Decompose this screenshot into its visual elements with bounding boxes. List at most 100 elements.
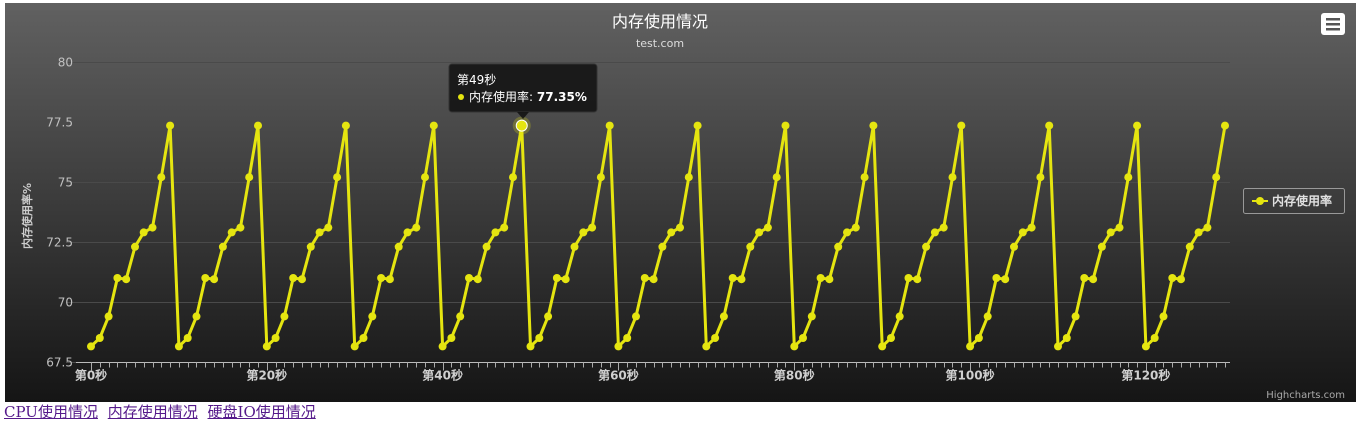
data-point [632, 312, 640, 320]
data-point [351, 342, 359, 350]
data-point [430, 122, 438, 130]
x-tick-label: 第0秒 [75, 368, 107, 383]
data-point [140, 228, 148, 236]
hover-marker [513, 117, 531, 135]
data-point [395, 243, 403, 251]
x-tick-label: 第20秒 [246, 368, 287, 383]
tooltip-box [449, 64, 597, 112]
data-point [245, 173, 253, 181]
data-point [667, 228, 675, 236]
data-point [228, 228, 236, 236]
data-point [711, 334, 719, 342]
data-point [1177, 275, 1185, 283]
data-point [105, 312, 113, 320]
data-point [483, 243, 491, 251]
data-point [1019, 228, 1027, 236]
data-point [412, 224, 420, 232]
link-cpu-usage[interactable]: CPU使用情况 [4, 403, 98, 421]
data-point [702, 342, 710, 350]
data-point [175, 342, 183, 350]
x-tick-label: 第120秒 [1121, 368, 1170, 383]
data-point [966, 342, 974, 350]
data-point [1212, 173, 1220, 181]
data-point [588, 224, 596, 232]
data-point [1186, 243, 1194, 251]
data-point [861, 173, 869, 181]
tooltip-title: 第49秒 [457, 73, 496, 87]
data-point [1045, 122, 1053, 130]
data-point [377, 274, 385, 282]
data-point [509, 173, 517, 181]
data-point [324, 224, 332, 232]
data-point [685, 173, 693, 181]
data-point [1080, 274, 1088, 282]
chart-title: 内存使用情况 [612, 12, 708, 31]
data-point [755, 228, 763, 236]
y-tick-label: 70 [58, 296, 73, 310]
data-point [1001, 275, 1009, 283]
data-point [614, 342, 622, 350]
y-tick-label: 67.5 [46, 356, 73, 370]
data-point [1160, 312, 1168, 320]
svg-text:内存使用率: 77.35%: 内存使用率: 77.35% [469, 89, 587, 104]
data-point [623, 334, 631, 342]
data-point [272, 334, 280, 342]
data-point [922, 243, 930, 251]
data-point [1107, 228, 1115, 236]
y-axis-title: 内存使用率% [20, 183, 34, 249]
data-point [808, 312, 816, 320]
link-disk-io-usage[interactable]: 硬盘IO使用情况 [208, 403, 316, 421]
data-point [1168, 274, 1176, 282]
data-point [307, 243, 315, 251]
data-point [193, 312, 201, 320]
x-tick-label: 第80秒 [774, 368, 815, 383]
data-point [720, 312, 728, 320]
data-point [368, 312, 376, 320]
data-point [404, 228, 412, 236]
data-point [773, 173, 781, 181]
data-point [500, 224, 508, 232]
data-point [254, 122, 262, 130]
data-point [1203, 224, 1211, 232]
data-point [535, 334, 543, 342]
x-tick-label: 第40秒 [422, 368, 463, 383]
export-menu-button[interactable] [1321, 13, 1345, 35]
data-point [360, 334, 368, 342]
x-tick-label: 第60秒 [598, 368, 639, 383]
y-tick-label: 77.5 [46, 116, 73, 130]
data-point [562, 275, 570, 283]
link-memory-usage[interactable]: 内存使用情况 [108, 403, 198, 421]
data-point [913, 275, 921, 283]
credits[interactable]: Highcharts.com [1266, 390, 1345, 401]
x-tick-label: 第100秒 [946, 368, 995, 383]
data-point [421, 173, 429, 181]
data-point [764, 224, 772, 232]
legend-item-label[interactable]: 内存使用率 [1272, 193, 1332, 208]
data-point [544, 312, 552, 320]
tooltip-series-name: 内存使用率 [469, 89, 529, 104]
data-point [940, 224, 948, 232]
data-point [729, 274, 737, 282]
data-point [641, 274, 649, 282]
data-point [878, 342, 886, 350]
hover-point [516, 120, 527, 131]
data-point [676, 224, 684, 232]
data-point [456, 312, 464, 320]
data-point [834, 243, 842, 251]
data-point [984, 312, 992, 320]
data-point [87, 342, 95, 350]
data-point [1133, 122, 1141, 130]
data-point [579, 228, 587, 236]
data-point [474, 275, 482, 283]
tooltip-series-dot [458, 94, 464, 100]
data-point [184, 334, 192, 342]
data-point [825, 275, 833, 283]
memory-usage-chart: 内存使用情况 test.com 67.5 70 72.5 75 77.5 80 第0秒 第2… [5, 3, 1356, 402]
data-point [1028, 224, 1036, 232]
data-point [386, 275, 394, 283]
tooltip: 第49秒 内存使用率: 77.35% [449, 64, 597, 119]
chart-subtitle: test.com [636, 37, 684, 50]
data-point [298, 275, 306, 283]
data-point [905, 274, 913, 282]
data-point [96, 334, 104, 342]
